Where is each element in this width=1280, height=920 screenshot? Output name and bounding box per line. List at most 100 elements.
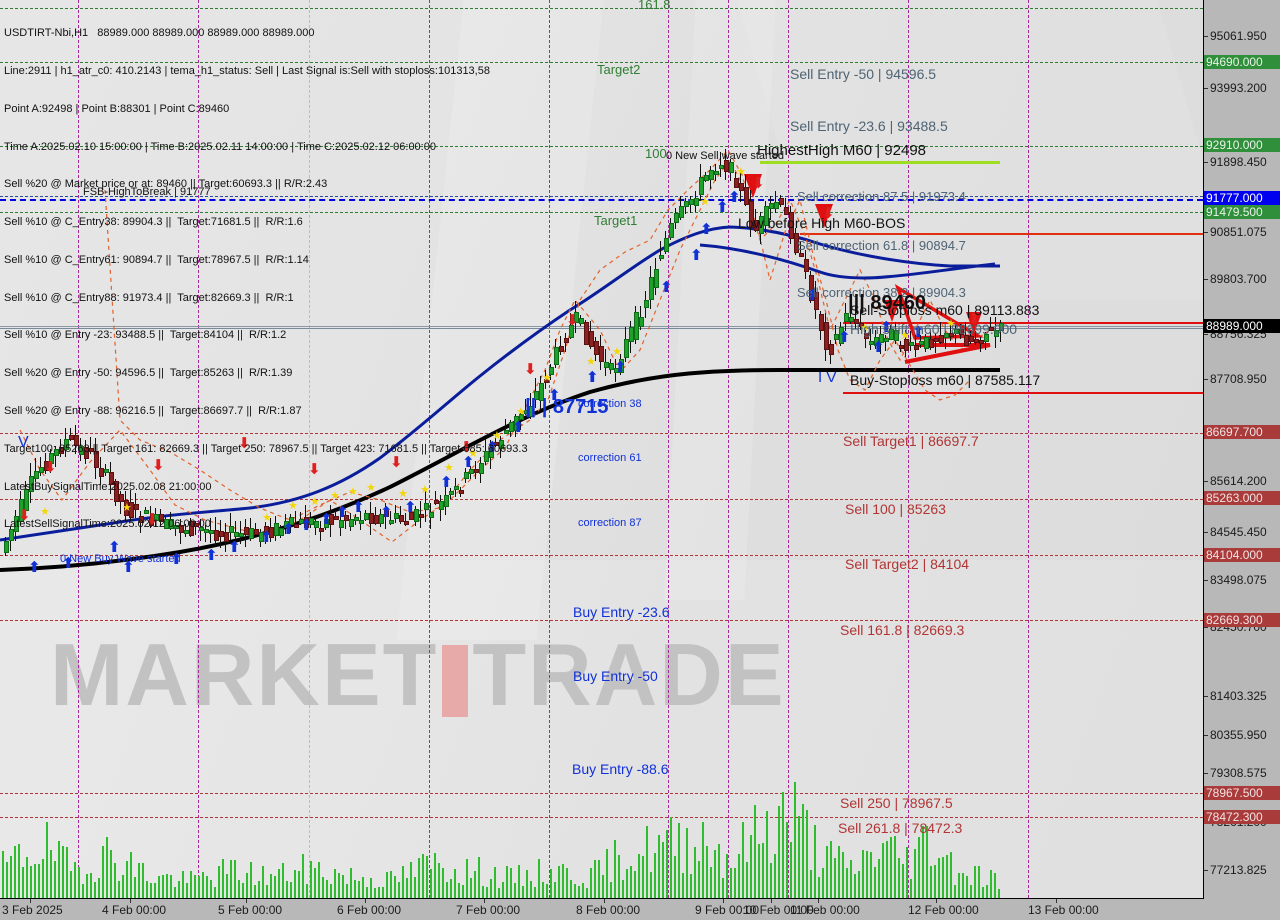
volume-bar xyxy=(862,849,864,898)
wave-label-iv: I V xyxy=(818,369,837,386)
candle-body xyxy=(689,198,694,206)
volume-bar xyxy=(214,886,216,898)
volume-bar xyxy=(510,868,512,898)
volume-bar xyxy=(502,881,504,898)
candle-body xyxy=(549,367,554,375)
candle-wick xyxy=(505,419,506,434)
annotation-new-sell-wave: 0 New Sell wave started xyxy=(666,150,784,162)
volume-bar xyxy=(722,878,724,898)
volume-bar xyxy=(858,871,860,898)
volume-bar xyxy=(318,861,320,898)
level-line-target2 xyxy=(0,62,1203,63)
price-badge-red[interactable]: 78472.300 xyxy=(1204,810,1280,824)
volume-bar xyxy=(514,882,516,898)
volume-series xyxy=(2,782,1000,898)
price-badge-black[interactable]: 88989.000 xyxy=(1204,319,1280,333)
volume-bar xyxy=(498,887,500,898)
candle-body xyxy=(674,213,679,224)
candle-body xyxy=(669,222,674,239)
candle-body xyxy=(109,472,114,486)
candle-body xyxy=(189,520,194,537)
annotation-correction-61: correction 61 xyxy=(578,452,642,464)
candle-wick xyxy=(335,510,336,521)
star-marker-icon: ★ xyxy=(288,499,298,512)
volume-bar xyxy=(86,873,88,898)
candle-body xyxy=(584,322,589,345)
candle-body xyxy=(169,518,174,529)
candle-body xyxy=(839,327,844,344)
volume-bar xyxy=(546,884,548,898)
price-badge-green[interactable]: 92910.000 xyxy=(1204,138,1280,152)
price-tick: 84545.450 xyxy=(1204,525,1267,539)
volume-bar xyxy=(230,860,232,898)
volume-bar xyxy=(646,826,648,898)
buy-signal-arrow-icon: ⬆ xyxy=(380,503,393,521)
volume-bar xyxy=(518,864,520,898)
candle-body xyxy=(599,345,604,363)
candle-body xyxy=(149,517,154,527)
volume-bar xyxy=(330,884,332,898)
level-line-100 xyxy=(0,146,1203,147)
candle-body xyxy=(484,450,489,462)
price-badge-red[interactable]: 82669.300 xyxy=(1204,613,1280,627)
candle-body xyxy=(394,513,399,520)
annotation-sell-entry-50: Sell Entry -50 | 94596.5 xyxy=(790,66,937,82)
volume-bar xyxy=(270,874,272,898)
volume-bar xyxy=(298,870,300,898)
volume-bar xyxy=(182,871,184,898)
price-badge-red[interactable]: 84104.000 xyxy=(1204,548,1280,562)
price-badge-red[interactable]: 85263.000 xyxy=(1204,491,1280,505)
volume-bar xyxy=(450,878,452,898)
candle-body xyxy=(489,447,494,459)
price-badge-blue[interactable]: 91777.000 xyxy=(1204,191,1280,205)
volume-bar xyxy=(986,884,988,898)
time-tick-mark xyxy=(484,899,485,903)
candle-body xyxy=(24,489,29,511)
candle-wick xyxy=(35,457,36,482)
volume-bar xyxy=(850,859,852,898)
candle-body xyxy=(579,317,584,324)
candle-wick xyxy=(145,506,146,513)
volume-bar xyxy=(998,888,1000,898)
buy-signal-arrow-icon: ⬆ xyxy=(205,546,218,564)
volume-bar xyxy=(678,822,680,898)
candle-body xyxy=(19,499,24,522)
candle-body xyxy=(609,363,614,371)
time-axis[interactable]: 3 Feb 2025 4 Feb 00:00 5 Feb 00:00 6 Feb 00… xyxy=(0,899,1204,920)
volume-bar xyxy=(370,878,372,898)
candle-body xyxy=(589,330,594,348)
volume-bar xyxy=(242,883,244,898)
candle-body xyxy=(539,382,544,401)
volume-bar xyxy=(714,850,716,898)
volume-bar xyxy=(594,860,596,898)
star-marker-icon: ★ xyxy=(122,501,132,514)
volume-bar xyxy=(538,858,540,898)
volume-bar xyxy=(218,866,220,898)
price-badge-red[interactable]: 78967.500 xyxy=(1204,786,1280,800)
volume-bar xyxy=(250,861,252,898)
price-axis[interactable]: 95061.950 93993.200 91898.450 90851.075 8980… xyxy=(1204,0,1280,898)
volume-bar xyxy=(982,886,984,898)
candle-body xyxy=(754,219,759,232)
volume-bar xyxy=(614,840,616,898)
candle-body xyxy=(114,481,119,502)
volume-bar xyxy=(458,882,460,898)
annotation-sell-entry-236: Sell Entry -23.6 | 93488.5 xyxy=(790,118,948,134)
candle-body xyxy=(344,514,349,521)
price-badge-red[interactable]: 86697.700 xyxy=(1204,425,1280,439)
sell-signal-arrow-icon: ⬇ xyxy=(968,310,981,328)
volume-bar xyxy=(606,848,608,898)
price-badge-green[interactable]: 91479.500 xyxy=(1204,205,1280,219)
candle-body xyxy=(604,361,609,369)
price-tick: 93993.200 xyxy=(1204,81,1267,95)
volume-bar xyxy=(486,886,488,898)
price-badge-green[interactable]: 94690.000 xyxy=(1204,55,1280,69)
sell-signal-arrow-icon: ⬇ xyxy=(152,456,165,474)
volume-bar xyxy=(154,883,156,898)
candle-wick xyxy=(525,399,526,416)
candle-body xyxy=(654,268,659,289)
volume-bar xyxy=(470,877,472,898)
chart-plot-area[interactable]: MARKET TRADE xyxy=(0,0,1204,899)
candle-body xyxy=(644,300,649,309)
volume-bar xyxy=(34,864,36,898)
